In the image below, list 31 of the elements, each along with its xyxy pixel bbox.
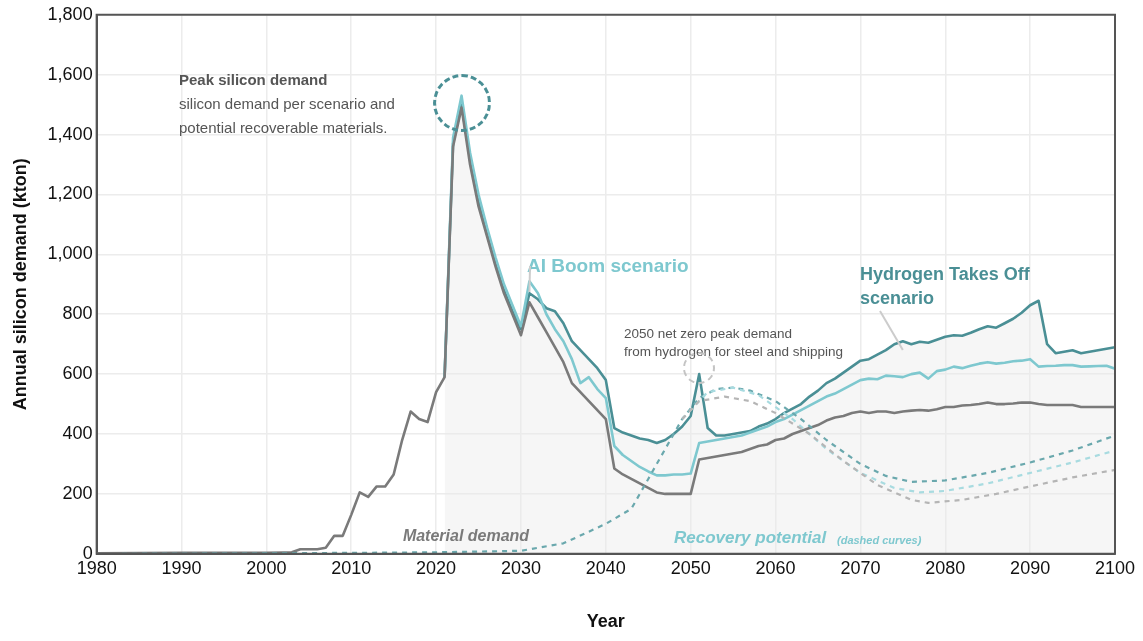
x-tick-label: 2070 [840,557,881,578]
x-tick-label: 2090 [1010,557,1051,578]
text: Material demand [402,527,531,545]
x-tick-label: 1990 [161,557,202,578]
y-tick-label: 1,800 [47,3,93,24]
y-tick-label: 1,400 [47,123,93,144]
x-tick-label: 2030 [500,557,541,578]
annotation: silicon demand per scenario and potential recoverable materials. [179,94,395,136]
annotation: Peak silicon demand [179,70,328,88]
y-tick-label: 1,600 [47,63,93,84]
series-label: Hydrogen Takes Off scenario [860,263,1031,308]
y-tick-label: 800 [62,303,93,324]
y-tick-label: 200 [62,482,93,503]
x-tick-label: 2080 [925,557,966,578]
y-tick-label: 400 [62,422,93,443]
x-tick-label: 2040 [585,557,626,578]
x-tick-label: 2020 [416,557,457,578]
x-tick-label: 2050 [670,557,711,578]
annotation: 2050 net zero peak demand from hydrogen for steel and shipping [624,326,844,360]
y-tick-label: 1,200 [47,183,93,204]
x-tick-label: 2100 [1094,557,1136,578]
x-tick-label: 2000 [246,557,287,578]
y-tick-label: 600 [62,363,93,384]
annotation: (dashed curves) [837,533,922,546]
x-tick-label: 2060 [755,557,796,578]
y-tick-label: 1,000 [47,243,93,264]
y-axis-title: Annual silicon demand (kton) [9,158,30,411]
line-series [681,395,1115,504]
x-tick-label: 2010 [331,557,372,578]
x-axis-title: Year [586,611,625,632]
annotation: Recovery potential [674,528,828,548]
